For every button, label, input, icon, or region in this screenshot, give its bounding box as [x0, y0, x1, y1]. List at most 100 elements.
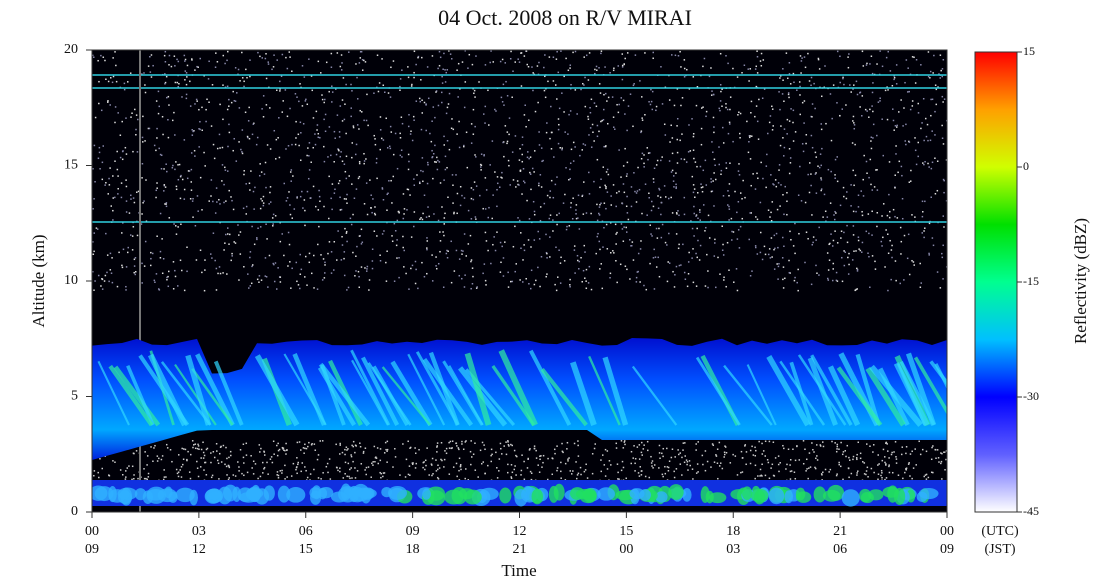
noise-dot	[603, 108, 605, 111]
noise-dot	[345, 446, 348, 448]
low-blob	[254, 488, 270, 505]
noise-dot	[885, 441, 888, 444]
noise-dot	[121, 120, 123, 123]
noise-dot	[417, 56, 419, 59]
low-blob	[597, 487, 615, 501]
noise-dot	[533, 447, 536, 450]
noise-dot	[790, 108, 792, 110]
noise-dot	[888, 457, 890, 459]
noise-dot	[613, 252, 615, 254]
noise-dot	[98, 102, 100, 105]
noise-dot	[366, 268, 368, 270]
noise-dot	[924, 117, 927, 120]
noise-dot	[520, 469, 523, 472]
noise-dot	[339, 470, 341, 473]
noise-dot	[523, 249, 526, 252]
noise-dot	[691, 118, 693, 120]
noise-dot	[268, 203, 270, 205]
noise-dot	[451, 118, 453, 120]
noise-dot	[402, 235, 404, 238]
noise-dot	[408, 160, 410, 163]
noise-dot	[872, 444, 875, 446]
noise-dot	[800, 72, 802, 74]
noise-dot	[794, 222, 796, 225]
noise-dot	[284, 464, 286, 467]
noise-dot	[216, 450, 218, 452]
noise-dot	[297, 284, 300, 286]
noise-dot	[764, 440, 767, 443]
y-tick-label: 20	[64, 42, 78, 57]
noise-dot	[133, 201, 136, 204]
noise-dot	[393, 222, 396, 225]
noise-dot	[792, 245, 795, 247]
noise-dot	[748, 135, 751, 137]
noise-dot	[927, 51, 930, 53]
noise-dot	[117, 175, 119, 177]
noise-dot	[273, 263, 275, 266]
noise-dot	[922, 97, 925, 100]
noise-dot	[762, 59, 765, 61]
noise-dot	[522, 180, 525, 182]
noise-dot	[230, 101, 233, 104]
noise-dot	[350, 83, 352, 86]
noise-dot	[843, 250, 845, 252]
noise-dot	[844, 251, 847, 254]
noise-dot	[713, 131, 715, 134]
noise-dot	[445, 452, 448, 455]
noise-dot	[280, 75, 283, 78]
noise-dot	[506, 140, 509, 143]
noise-dot	[296, 197, 298, 199]
cloud-streak	[896, 363, 926, 426]
noise-dot	[807, 237, 809, 240]
noise-dot	[425, 104, 427, 106]
noise-dot	[450, 240, 452, 243]
noise-dot	[676, 125, 678, 127]
noise-dot	[679, 139, 681, 142]
noise-dot	[750, 100, 753, 103]
noise-dot	[814, 466, 816, 469]
noise-dot	[574, 146, 576, 148]
noise-dot	[337, 469, 339, 472]
noise-dot	[480, 164, 483, 167]
noise-dot	[201, 271, 203, 274]
noise-dot	[605, 171, 608, 173]
noise-dot	[590, 212, 592, 215]
noise-dot	[657, 195, 659, 197]
noise-dot	[321, 98, 324, 101]
noise-dot	[526, 156, 529, 159]
noise-dot	[257, 477, 259, 480]
noise-dot	[119, 134, 122, 136]
noise-dot	[610, 204, 613, 206]
noise-dot	[317, 60, 320, 63]
noise-dot	[199, 466, 202, 468]
noise-dot	[537, 464, 539, 466]
noise-dot	[261, 57, 264, 59]
noise-dot	[603, 202, 606, 204]
noise-dot	[98, 476, 100, 479]
noise-dot	[186, 76, 188, 78]
noise-dot	[728, 194, 730, 197]
noise-dot	[144, 84, 146, 86]
noise-dot	[562, 451, 564, 454]
noise-dot	[269, 148, 272, 150]
noise-dot	[677, 449, 679, 451]
noise-dot	[99, 458, 101, 460]
noise-dot	[890, 249, 893, 251]
noise-dot	[247, 273, 249, 275]
noise-dot	[556, 445, 558, 447]
noise-dot	[615, 233, 617, 235]
noise-dot	[877, 478, 879, 481]
noise-dot	[934, 157, 936, 159]
noise-dot	[101, 161, 104, 164]
noise-dot	[802, 440, 805, 442]
chart-title: 04 Oct. 2008 on R/V MIRAI	[438, 5, 692, 30]
noise-dot	[734, 455, 737, 457]
noise-dot	[250, 455, 252, 457]
noise-dot	[812, 448, 814, 451]
noise-dot	[242, 443, 245, 445]
noise-dot	[670, 171, 673, 173]
noise-dot	[121, 264, 123, 267]
noise-dot	[532, 89, 534, 92]
noise-dot	[885, 477, 888, 479]
noise-dot	[879, 97, 881, 99]
